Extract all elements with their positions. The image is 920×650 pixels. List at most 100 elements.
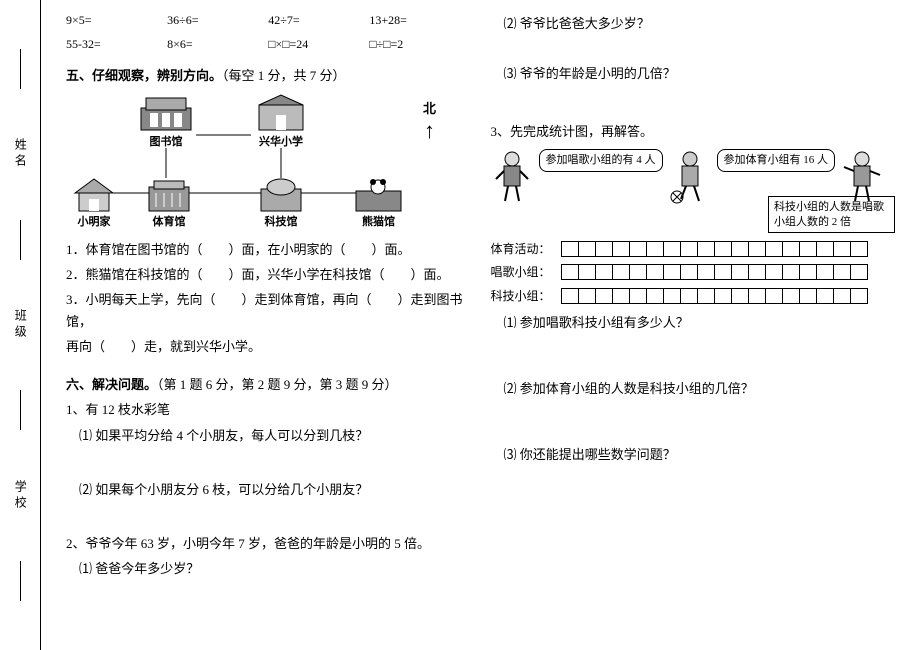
- grid-cell: [714, 241, 732, 257]
- speech-bubble-1: 参加唱歌小组的有 4 人: [539, 149, 663, 171]
- section-6-heading: 六、解决问题。: [66, 377, 157, 392]
- q6-2-2: ⑵ 爷爷比爸爸大多少岁？: [491, 13, 896, 35]
- grid-cell: [561, 241, 579, 257]
- math-expr: 42÷7=: [268, 10, 369, 30]
- north-label: 北: [423, 98, 436, 120]
- q6-3-3: ⑶ 你还能提出哪些数学问题？: [491, 444, 896, 466]
- home-label: 小明家: [71, 213, 117, 232]
- section-5-heading: 五、仔细观察，辨别方向。: [66, 68, 222, 83]
- math-row-2: 55-32= 8×6= □×□=24 □÷□=2: [66, 34, 471, 54]
- grid-cell: [850, 241, 868, 257]
- grid-cell: [578, 241, 596, 257]
- grid-cell: [612, 241, 630, 257]
- building-home: 小明家: [71, 175, 117, 232]
- math-expr: 36÷6=: [167, 10, 268, 30]
- grid-cell: [731, 264, 749, 280]
- speech-bubble-3: 科技小组的人数是唱歌小组人数的 2 倍: [768, 196, 895, 233]
- q5-3a: 3．小明每天上学，先向（ ）走到体育馆，再向（ ）走到图书馆，: [66, 289, 471, 333]
- grid-cell: [782, 288, 800, 304]
- q5-1: 1．体育馆在图书馆的（ ）面，在小明家的（ ）面。: [66, 239, 471, 261]
- math-expr: 13+28=: [369, 10, 470, 30]
- q5-2: 2．熊猫馆在科技馆的（ ）面，兴华小学在科技馆（ ）面。: [66, 264, 471, 286]
- grid-cell: [646, 241, 664, 257]
- building-science: 科技馆: [256, 175, 306, 232]
- grid-cell: [595, 288, 613, 304]
- section-6-title: 六、解决问题。（第 1 题 6 分，第 2 题 9 分，第 3 题 9 分）: [66, 374, 471, 396]
- panda-label: 熊猫馆: [351, 213, 406, 232]
- grid-cell: [680, 241, 698, 257]
- grid-cell: [561, 264, 579, 280]
- grid-cell: [799, 241, 817, 257]
- stat-row-tech: 科技小组：: [491, 286, 896, 306]
- grid-cell: [578, 264, 596, 280]
- grid-cell: [663, 288, 681, 304]
- q5-3b: 再向（ ）走，就到兴华小学。: [66, 336, 471, 358]
- grid-cell: [612, 264, 630, 280]
- grid-cell: [697, 288, 715, 304]
- math-expr: □×□=24: [268, 34, 369, 54]
- science-icon: [256, 175, 306, 213]
- side-divider: [20, 390, 21, 430]
- q6-1-1: ⑴ 如果平均分给 4 个小朋友，每人可以分到几枝？: [66, 425, 471, 447]
- stat-label-sport: 体育活动：: [491, 239, 561, 259]
- page-content: 9×5= 36÷6= 42÷7= 13+28= 55-32= 8×6= □×□=…: [41, 0, 920, 650]
- math-row-1: 9×5= 36÷6= 42÷7= 13+28=: [66, 10, 471, 30]
- library-icon: [136, 93, 196, 133]
- grid-cell: [629, 241, 647, 257]
- side-divider: [20, 220, 21, 260]
- side-label-school: 学校: [10, 480, 30, 512]
- grid-cell: [697, 264, 715, 280]
- grid-cell: [680, 264, 698, 280]
- north-arrow-icon: ↑: [423, 120, 436, 142]
- left-column: 9×5= 36÷6= 42÷7= 13+28= 55-32= 8×6= □×□=…: [56, 10, 481, 640]
- building-gym: 体育馆: [144, 175, 194, 232]
- panda-icon: [351, 175, 406, 213]
- q6-2-1: ⑴ 爸爸今年多少岁？: [66, 558, 471, 580]
- q6-3-1: ⑴ 参加唱歌科技小组有多少人？: [491, 312, 896, 334]
- grid-cell: [663, 241, 681, 257]
- side-label-class: 班级: [10, 309, 30, 341]
- home-icon: [71, 175, 117, 213]
- grid-cell: [748, 241, 766, 257]
- grid-cell: [799, 264, 817, 280]
- grid-cell: [714, 264, 732, 280]
- grid-cell: [629, 288, 647, 304]
- grid-cell: [595, 241, 613, 257]
- grid-cell: [816, 288, 834, 304]
- gym-icon: [144, 175, 194, 213]
- grid-cell: [680, 288, 698, 304]
- side-divider: [20, 561, 21, 601]
- grid-cell: [714, 288, 732, 304]
- section-5-note: （每空 1 分，共 7 分）: [222, 68, 346, 83]
- grid-cell: [833, 241, 851, 257]
- q6-2: 2、爷爷今年 63 岁，小明今年 7 岁，爸爸的年龄是小明的 5 倍。: [66, 533, 471, 555]
- q6-3: 3、先完成统计图，再解答。: [491, 121, 896, 143]
- grid-cell: [697, 241, 715, 257]
- q6-3-2: ⑵ 参加体育小组的人数是科技小组的几倍？: [491, 378, 896, 400]
- grid-cell: [612, 288, 630, 304]
- grid-cell: [765, 288, 783, 304]
- stat-grid-tech: [561, 288, 868, 304]
- q6-1-2: ⑵ 如果每个小朋友分 6 枝，可以分给几个小朋友？: [66, 479, 471, 501]
- stat-grid-sing: [561, 264, 868, 280]
- science-label: 科技馆: [256, 213, 306, 232]
- grid-cell: [595, 264, 613, 280]
- kid-mid-icon: [669, 149, 711, 204]
- grid-cell: [765, 241, 783, 257]
- building-school: 兴华小学: [251, 93, 311, 152]
- kid-left-icon: [491, 149, 533, 204]
- grid-cell: [561, 288, 579, 304]
- stat-grid-sport: [561, 241, 868, 257]
- grid-cell: [731, 241, 749, 257]
- math-expr: □÷□=2: [369, 34, 470, 54]
- grid-cell: [850, 264, 868, 280]
- direction-map: 图书馆 兴华小学 小明家 体育馆: [66, 93, 446, 233]
- library-label: 图书馆: [136, 133, 196, 152]
- stat-row-sing: 唱歌小组：: [491, 262, 896, 282]
- grid-cell: [833, 288, 851, 304]
- school-icon: [251, 93, 311, 133]
- stat-label-sing: 唱歌小组：: [491, 262, 561, 282]
- math-expr: 8×6=: [167, 34, 268, 54]
- grid-cell: [646, 264, 664, 280]
- grid-cell: [782, 264, 800, 280]
